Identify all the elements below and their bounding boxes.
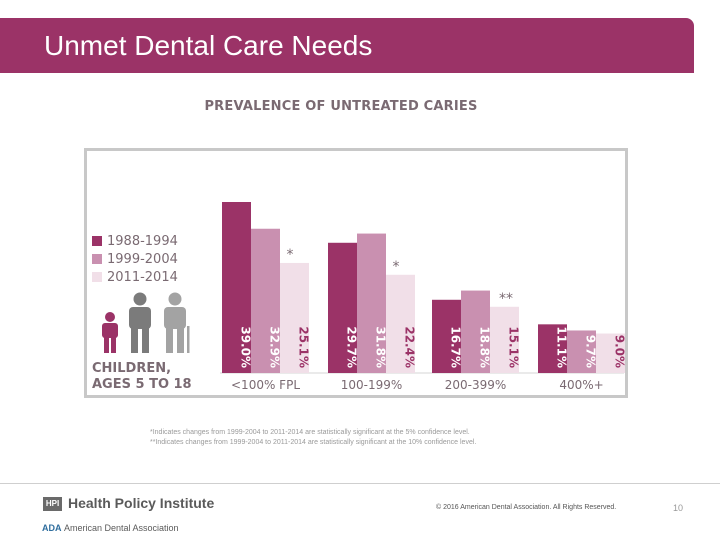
- legend-label-2: 1999-2004: [107, 252, 178, 267]
- legend-label-3: 2011-2014: [107, 270, 178, 285]
- adult-figure: [129, 292, 151, 353]
- data-label: 15.1%: [507, 326, 521, 368]
- hpi-logo-badge: HPI: [43, 497, 62, 511]
- x-tick-label: 400%+: [559, 378, 603, 392]
- data-label: 22.4%: [403, 326, 417, 368]
- significance-marker: **: [499, 291, 513, 307]
- footnote-5pct: *Indicates changes from 1999-2004 to 201…: [150, 429, 470, 436]
- children-people-icon: [102, 292, 190, 353]
- population-label-line1: CHILDREN,: [92, 361, 171, 376]
- legend-swatch-1: [92, 236, 102, 246]
- title-bar: [0, 18, 694, 73]
- ada-logo-mark: ADA: [42, 523, 62, 533]
- bar: [222, 202, 251, 373]
- bar: [567, 330, 596, 373]
- significance-marker: *: [393, 259, 400, 275]
- legend-swatch-3: [92, 272, 102, 282]
- bar: [461, 290, 490, 373]
- x-tick-label: <100% FPL: [231, 378, 300, 392]
- data-label: 16.7%: [449, 326, 463, 368]
- data-label: 31.8%: [374, 326, 388, 368]
- legend-label-1: 1988-1994: [107, 234, 178, 249]
- bar: [357, 233, 386, 373]
- legend-swatch-2: [92, 254, 102, 264]
- footer-divider: [0, 483, 720, 484]
- data-label: 9.7%: [584, 335, 598, 368]
- data-label: 11.1%: [555, 326, 569, 368]
- elder-figure: [164, 292, 190, 353]
- data-label: 32.9%: [268, 326, 282, 368]
- page-number: 10: [673, 503, 684, 513]
- slide-title: Unmet Dental Care Needs: [44, 30, 373, 61]
- untreated-caries-chart: 1988-1994 1999-2004 2011-2014 CHILDREN, …: [92, 202, 627, 392]
- copyright-notice: © 2016 American Dental Association. All …: [436, 504, 617, 511]
- data-label: 9.0%: [613, 335, 627, 368]
- chart-title: PREVALENCE OF UNTREATED CARIES: [204, 99, 478, 114]
- footnote-10pct: **Indicates changes from 1999-2004 to 20…: [150, 439, 477, 446]
- bar: [490, 306, 519, 373]
- bar: [596, 333, 625, 373]
- hpi-logo-text: Health Policy Institute: [68, 495, 215, 511]
- ada-logo-text: American Dental Association: [64, 523, 179, 533]
- bar: [432, 299, 461, 373]
- data-label: 39.0%: [239, 326, 253, 368]
- significance-marker: *: [287, 247, 294, 263]
- x-tick-label: 100-199%: [341, 378, 403, 392]
- x-tick-label: 200-399%: [445, 378, 507, 392]
- child-figure: [102, 312, 118, 353]
- data-label: 29.7%: [345, 326, 359, 368]
- bar: [251, 228, 280, 373]
- bar: [538, 324, 567, 373]
- bar: [386, 274, 415, 373]
- population-label-line2: AGES 5 TO 18: [92, 377, 192, 392]
- data-label: 25.1%: [297, 326, 311, 368]
- bar: [328, 242, 357, 373]
- bar: [280, 262, 309, 373]
- data-label: 18.8%: [478, 326, 492, 368]
